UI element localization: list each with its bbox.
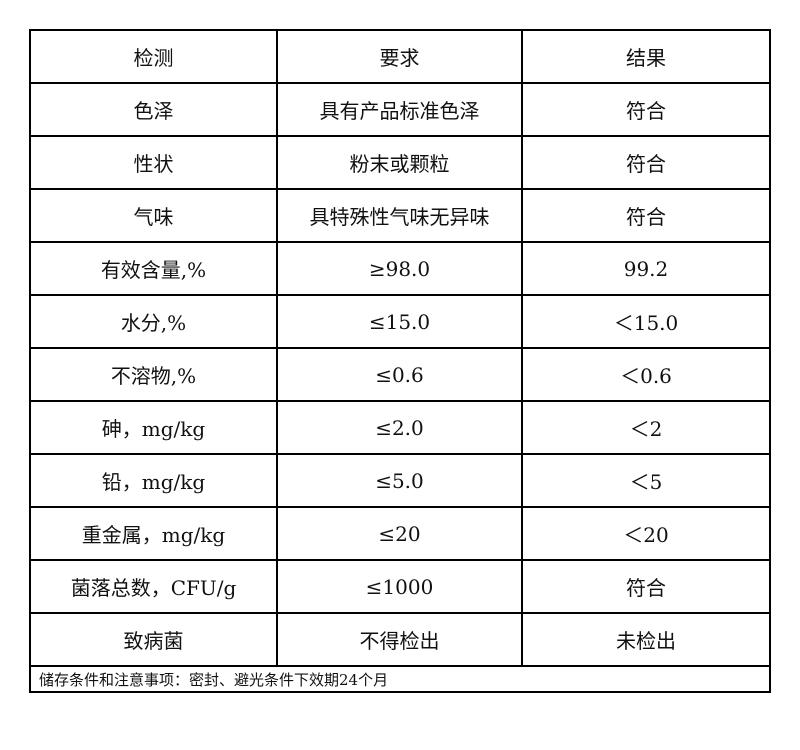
item-cell: 有效含量,%: [29, 241, 278, 296]
header-cell-result: 结果: [521, 29, 771, 84]
requirement-cell: 具特殊性气味无异味: [276, 188, 523, 243]
result-cell: 符合: [521, 559, 771, 614]
result-cell: 符合: [521, 188, 771, 243]
item-cell: 致病菌: [29, 612, 278, 667]
footer-row: 储存条件和注意事项：密封、避光条件下效期24个月: [29, 665, 771, 693]
item-cell: 性状: [29, 135, 278, 190]
item-cell: 水分,%: [29, 294, 278, 349]
test-results-table: 检测 要求 结果 色泽 具有产品标准色泽 符合 性状 粉末或颗粒 符合 气味 具特殊性气味无异…: [29, 29, 771, 693]
storage-note: 储存条件和注意事项：密封、避光条件下效期24个月: [29, 665, 771, 693]
requirement-cell: ≤2.0: [276, 400, 523, 455]
item-cell: 菌落总数，CFU/g: [29, 559, 278, 614]
requirement-cell: ≤0.6: [276, 347, 523, 402]
result-cell: 符合: [521, 135, 771, 190]
item-cell: 色泽: [29, 82, 278, 137]
item-cell: 砷，mg/kg: [29, 400, 278, 455]
result-cell: 99.2: [521, 241, 771, 296]
result-cell: 未检出: [521, 612, 771, 667]
result-cell: ＜15.0: [521, 294, 771, 349]
item-cell: 气味: [29, 188, 278, 243]
result-cell: ＜20: [521, 506, 771, 561]
table-row: 性状 粉末或颗粒 符合: [29, 135, 771, 190]
table-row: 铅，mg/kg ≤5.0 ＜5: [29, 453, 771, 508]
requirement-cell: ≤20: [276, 506, 523, 561]
result-cell: ＜2: [521, 400, 771, 455]
requirement-cell: ≥98.0: [276, 241, 523, 296]
table-row: 菌落总数，CFU/g ≤1000 符合: [29, 559, 771, 614]
header-cell-test: 检测: [29, 29, 278, 84]
requirement-cell: 粉末或颗粒: [276, 135, 523, 190]
item-cell: 铅，mg/kg: [29, 453, 278, 508]
header-row: 检测 要求 结果: [29, 29, 771, 84]
table-row: 不溶物,% ≤0.6 ＜0.6: [29, 347, 771, 402]
requirement-cell: ≤5.0: [276, 453, 523, 508]
table-row: 水分,% ≤15.0 ＜15.0: [29, 294, 771, 349]
result-cell: 符合: [521, 82, 771, 137]
item-cell: 重金属，mg/kg: [29, 506, 278, 561]
table-row: 重金属，mg/kg ≤20 ＜20: [29, 506, 771, 561]
table-row: 气味 具特殊性气味无异味 符合: [29, 188, 771, 243]
requirement-cell: 具有产品标准色泽: [276, 82, 523, 137]
requirement-cell: 不得检出: [276, 612, 523, 667]
table-row: 砷，mg/kg ≤2.0 ＜2: [29, 400, 771, 455]
result-cell: ＜0.6: [521, 347, 771, 402]
item-cell: 不溶物,%: [29, 347, 278, 402]
requirement-cell: ≤15.0: [276, 294, 523, 349]
table-row: 有效含量,% ≥98.0 99.2: [29, 241, 771, 296]
table-row: 色泽 具有产品标准色泽 符合: [29, 82, 771, 137]
table-row: 致病菌 不得检出 未检出: [29, 612, 771, 667]
requirement-cell: ≤1000: [276, 559, 523, 614]
result-cell: ＜5: [521, 453, 771, 508]
header-cell-requirement: 要求: [276, 29, 523, 84]
